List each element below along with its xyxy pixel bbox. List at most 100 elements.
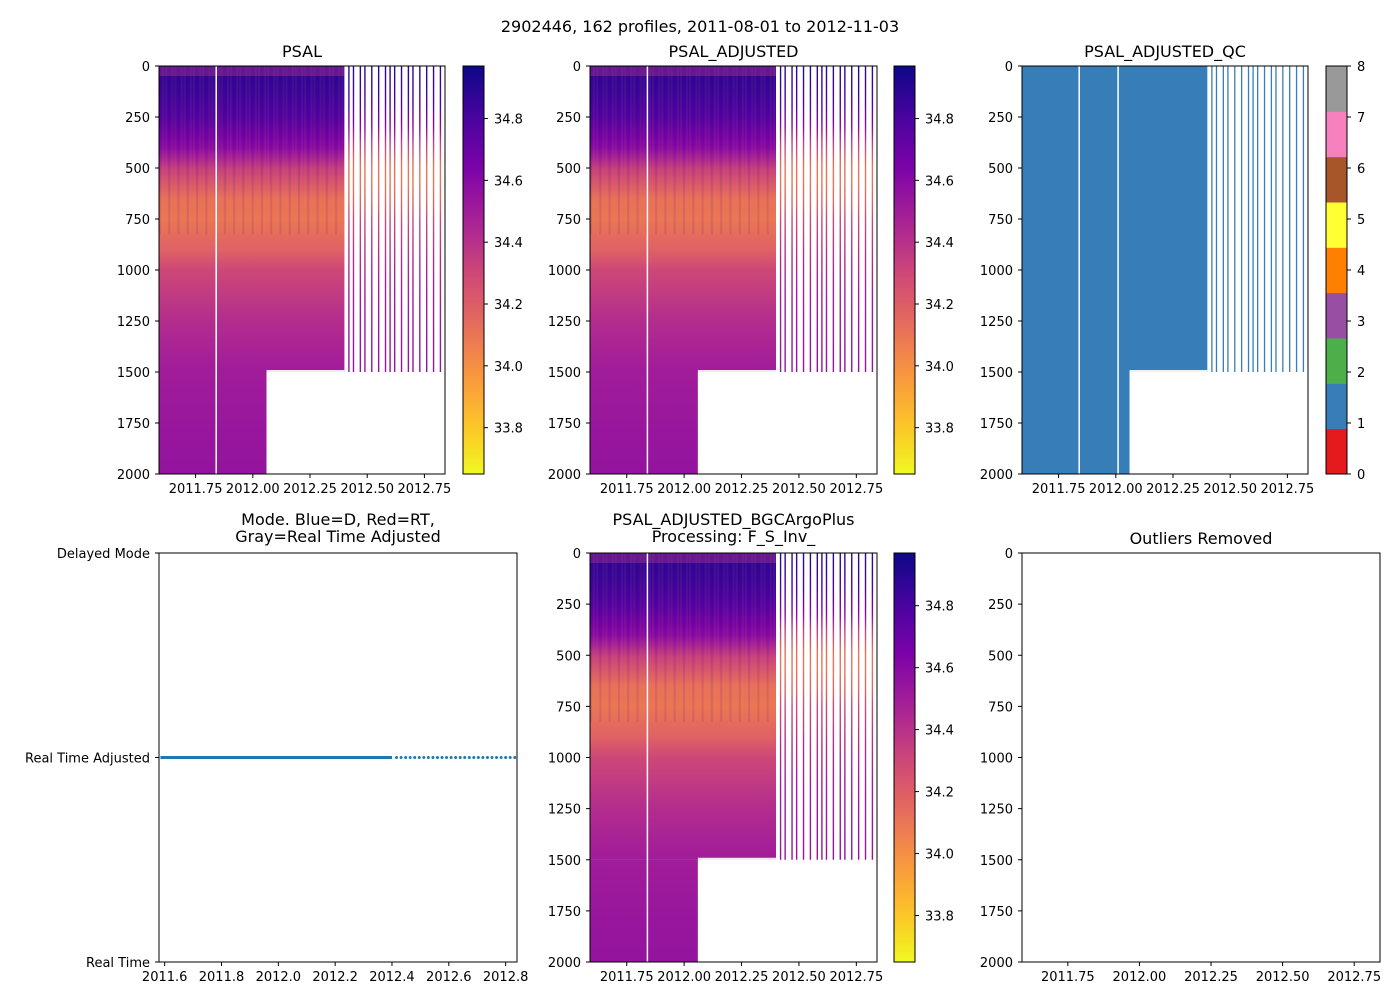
psal-ytick-label: 1250 [117, 315, 150, 330]
psal_bgc-sparse-profile [802, 553, 805, 860]
psal-texture [335, 66, 338, 235]
psal-texture [211, 66, 214, 235]
psal-sparse-profile [348, 66, 350, 372]
psal-texture [220, 66, 223, 235]
psal_bgc-xtick-label: 2012.00 [657, 970, 711, 985]
psal-texture [251, 66, 254, 235]
psal-colorbar-tick-label: 34.8 [494, 113, 523, 128]
psal-colorbar-tick-label: 34.4 [494, 236, 523, 251]
psal-texture [341, 66, 344, 235]
psal_bgc-colorbar: 33.8 34.0 34.2 34.4 34.6 34.8 [893, 552, 954, 963]
psal_bgc-texture [661, 553, 664, 722]
mode-point [454, 756, 458, 759]
psal_bgc-texture [633, 553, 636, 722]
psal_adjusted-colorbar-tick-label: 34.0 [925, 360, 954, 375]
psal_adjusted-texture [698, 66, 701, 235]
psal_adjusted_qc-colorbar-segment [1326, 156, 1347, 203]
psal_adjusted_qc-colorbar-segment [1326, 247, 1347, 294]
psal_adjusted-texture [707, 66, 710, 235]
psal_adjusted_qc-colorbar-tick-label: 2 [1357, 366, 1365, 381]
psal_adjusted-sparse-profile [839, 66, 841, 372]
psal_adjusted-xtick-label: 2011.75 [600, 482, 654, 497]
psal_bgc-texture [648, 553, 651, 722]
mode-point [417, 756, 421, 759]
psal-xtick-label: 2012.00 [226, 482, 280, 497]
psal_adjusted-texture [679, 66, 682, 235]
psal_adjusted_qc-ytick-label: 0 [1005, 60, 1013, 75]
psal_bgc-sparse-profile [821, 553, 823, 860]
psal_adjusted-texture [741, 66, 744, 235]
psal_bgc-colorbar-fill [894, 553, 915, 962]
psal_bgc-sparse-profile [864, 553, 867, 860]
psal_adjusted_qc-xtick-label: 2012.75 [1261, 482, 1315, 497]
psal_bgc-texture [593, 553, 596, 722]
psal_bgc-colorbar-tick-label: 34.4 [925, 724, 954, 739]
psal_bgc-texture [596, 553, 599, 722]
psal-colorbar-tick-label: 34.2 [494, 298, 523, 313]
psal_adjusted-texture [664, 66, 667, 235]
psal_adjusted_qc-ytick-label: 2000 [980, 468, 1013, 483]
psal_bgc-texture [695, 553, 698, 722]
psal_adjusted-texture [617, 66, 620, 235]
psal_adjusted-sparse-profile [844, 66, 846, 372]
psal_bgc-texture [624, 553, 627, 722]
psal_adjusted-texture [608, 66, 611, 235]
psal_bgc-texture [608, 553, 611, 722]
psal_bgc-texture [627, 553, 630, 722]
psal_bgc-ytick-label: 1750 [548, 905, 581, 920]
psal_bgc-texture [642, 553, 645, 722]
psal_bgc-sparse-profile [791, 553, 793, 860]
psal_bgc-sparse-profile [809, 553, 812, 860]
psal-texture [162, 66, 165, 235]
psal_adjusted-texture [639, 66, 642, 235]
psal_bgc-sparse-profile [825, 553, 828, 860]
psal-texture [282, 66, 285, 235]
psal_adjusted-colorbar-tick-label: 33.8 [925, 422, 954, 437]
psal-colorbar: 33.8 34.0 34.2 34.4 34.6 34.8 [462, 65, 523, 475]
psal-texture [297, 66, 300, 235]
psal_adjusted-texture [624, 66, 627, 235]
psal_adjusted_qc-colorbar-tick-label: 0 [1357, 468, 1365, 483]
psal-colorbar-tick-label: 34.6 [494, 174, 523, 189]
outliers-xtick-label: 2012.00 [1113, 970, 1167, 985]
psal_adjusted-sparse-profile [832, 66, 835, 372]
psal_adjusted_qc-heatmap [1022, 66, 1305, 474]
psal-texture [316, 66, 319, 235]
psal_adjusted-texture [713, 66, 716, 235]
psal_bgc-texture [636, 553, 639, 722]
psal_adjusted_qc-qc-fill-deep [1022, 372, 1130, 474]
psal_adjusted-texture [590, 66, 592, 235]
psal_bgc-sparse-profile [839, 553, 841, 860]
psal_bgc-xtick-label: 2012.25 [715, 970, 769, 985]
psal_adjusted_qc-colorbar-segment [1326, 66, 1347, 112]
psal_adjusted_qc-colorbar-segment [1326, 111, 1347, 158]
psal_bgc-texture [772, 553, 775, 722]
psal_bgc-texture [723, 553, 726, 722]
psal-sparse-profile [400, 66, 403, 372]
psal_adjusted-texture [651, 66, 654, 235]
psal_adjusted-texture [754, 66, 757, 235]
psal_bgc-texture [717, 553, 720, 722]
psal-texture [270, 66, 273, 235]
psal_bgc-sparse-profile [779, 553, 782, 860]
psal_bgc-sparse-profile [857, 553, 860, 860]
psal_bgc-texture [614, 553, 617, 722]
psal-texture [226, 66, 229, 235]
psal_adjusted-texture [593, 66, 596, 235]
psal-surface-band [159, 66, 345, 76]
psal_adjusted-xtick-label: 2012.25 [715, 482, 769, 497]
psal_adjusted-texture [642, 66, 645, 235]
mode-point [490, 756, 494, 759]
psal_bgc-sparse-profile [832, 553, 835, 860]
psal_adjusted-texture [667, 66, 670, 235]
psal-texture [165, 66, 168, 235]
psal_bgc-colorbar-tick-label: 34.0 [925, 848, 954, 863]
psal_adjusted-shallow-edge [697, 370, 776, 373]
outliers-ytick-label: 1750 [980, 905, 1013, 920]
psal_bgc-texture [738, 553, 741, 722]
psal_bgc-title-line: Processing: F_S_Inv_ [652, 527, 817, 547]
psal_bgc-sparse-profile [871, 553, 874, 860]
psal-xtick-label: 2012.50 [340, 482, 394, 497]
mode-xtick-label: 2011.6 [142, 970, 188, 985]
psal-ytick-label: 500 [125, 162, 150, 177]
